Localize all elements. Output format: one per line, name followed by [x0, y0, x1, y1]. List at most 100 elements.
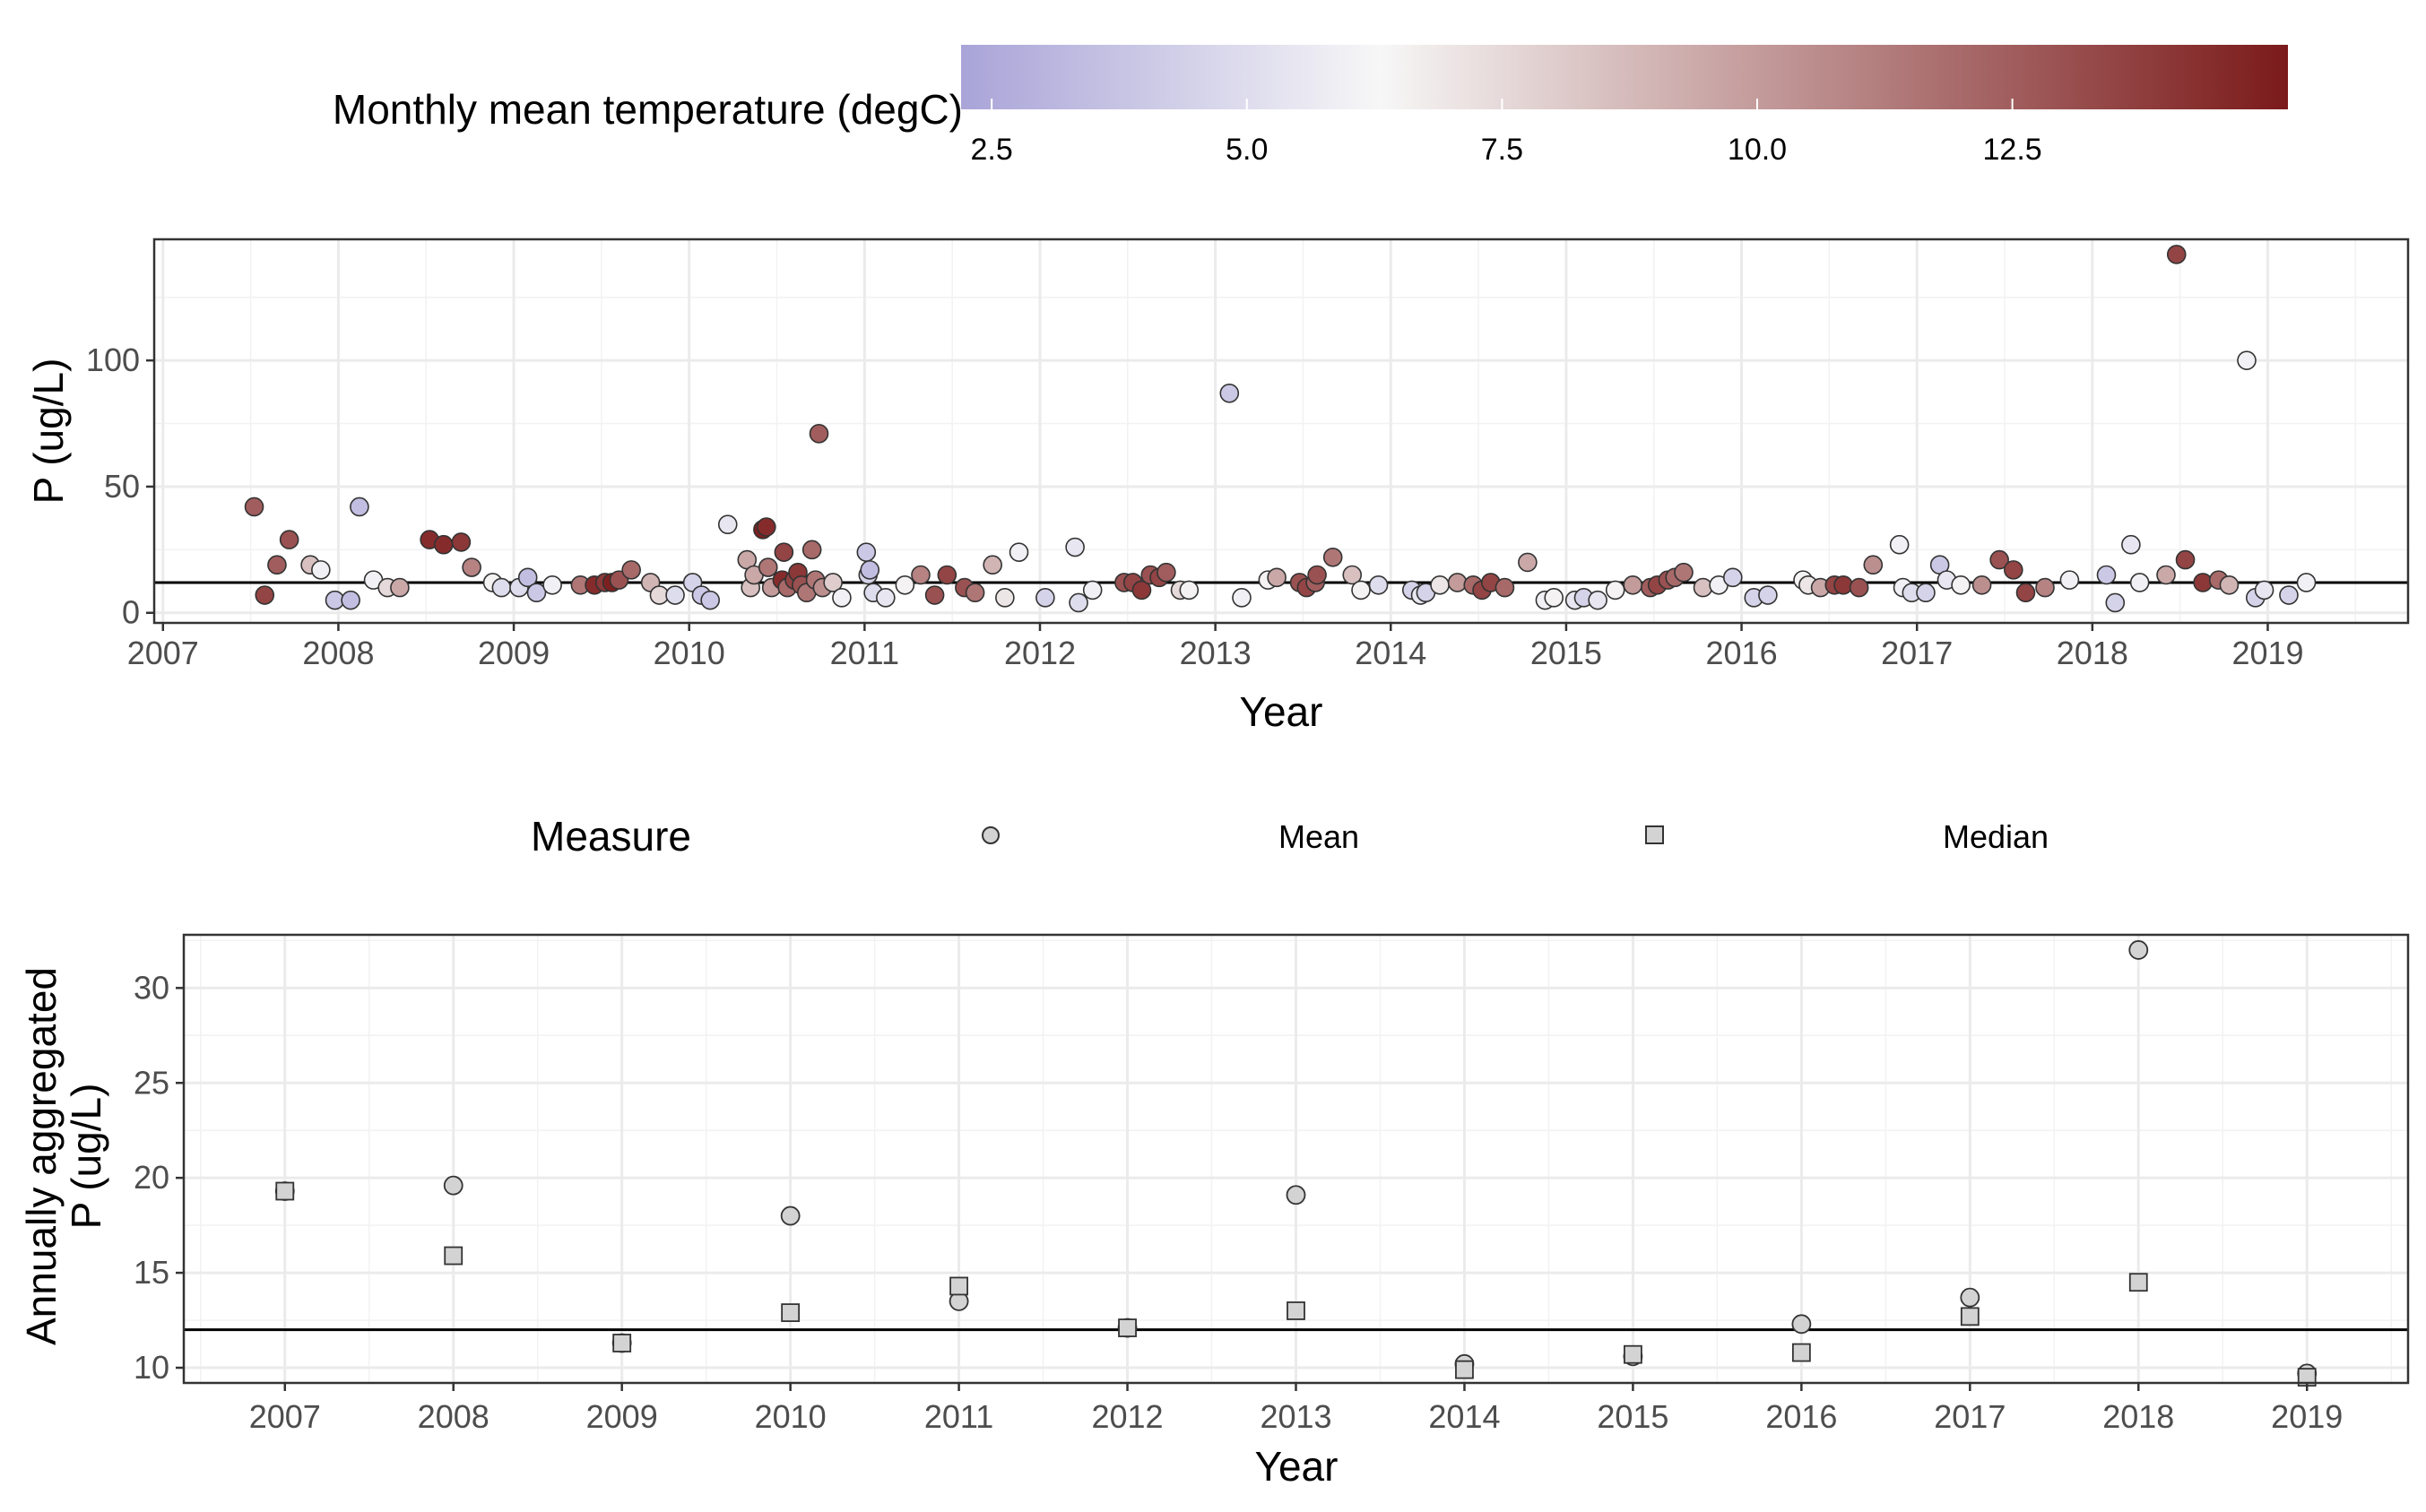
x-tick-label: 2013	[1180, 635, 1252, 671]
sample-point	[1724, 568, 1742, 586]
sample-point	[2106, 593, 2124, 611]
sample-point	[1370, 576, 1388, 594]
x-tick-label: 2009	[478, 635, 550, 671]
sample-point	[719, 515, 737, 533]
y-tick-label: 25	[134, 1064, 169, 1101]
colorbar-tick-label: 5.0	[1226, 133, 1268, 167]
sample-point	[896, 576, 914, 594]
x-tick-label: 2008	[302, 635, 374, 671]
sample-point	[1431, 576, 1449, 594]
sample-point	[1324, 549, 1342, 566]
sample-point	[758, 518, 775, 536]
sample-point	[1675, 564, 1693, 582]
sample-point	[463, 558, 481, 576]
sample-point	[2157, 566, 2175, 584]
sample-point	[1607, 581, 1625, 599]
sample-point	[1066, 539, 1084, 557]
sample-point	[2060, 571, 2078, 589]
sample-point	[1834, 576, 1852, 594]
measure-legend-title: Measure	[531, 813, 691, 860]
sample-point	[1694, 579, 1712, 597]
sample-point	[1036, 589, 1054, 607]
sample-point	[1495, 579, 1513, 597]
legend-median-label: Median	[1943, 818, 2049, 855]
sample-point	[342, 592, 360, 609]
sample-point	[759, 558, 777, 576]
sample-point	[622, 561, 640, 579]
sample-point	[2280, 586, 2298, 604]
median-point	[1456, 1361, 1473, 1378]
sample-point	[2256, 581, 2274, 599]
x-tick-label: 2010	[755, 1398, 827, 1435]
median-point	[950, 1277, 967, 1294]
sample-point	[996, 589, 1014, 607]
sample-point	[1268, 568, 1286, 586]
sample-point	[1545, 589, 1563, 607]
sample-point	[912, 566, 930, 584]
sample-point	[803, 540, 821, 558]
y-tick-label: 20	[134, 1159, 169, 1196]
x-tick-label: 2011	[830, 635, 899, 671]
sample-point	[938, 566, 956, 584]
sample-point	[833, 589, 851, 607]
sample-point	[1589, 592, 1607, 609]
color-legend: Monthly mean temperature (degC) 2.5 5.0 7.…	[333, 45, 2288, 167]
sample-point	[2194, 574, 2212, 592]
sample-point	[2122, 536, 2140, 554]
sample-point	[1519, 553, 1537, 571]
sample-point	[1973, 576, 1991, 594]
legend-median-key	[1646, 826, 1663, 843]
x-tick-label: 2015	[1597, 1398, 1668, 1435]
sample-point	[1952, 576, 1970, 594]
sample-point	[2238, 351, 2256, 369]
sample-point	[966, 583, 984, 601]
y-tick-label: 30	[134, 969, 169, 1006]
sample-point	[1449, 574, 1467, 592]
sample-point	[2131, 574, 2149, 592]
sample-point	[983, 556, 1001, 574]
y-tick-label: 10	[134, 1349, 169, 1386]
mean-point	[2129, 941, 2147, 959]
mean-point	[782, 1207, 800, 1225]
median-point	[1119, 1319, 1136, 1336]
x-tick-label: 2018	[2057, 635, 2128, 671]
top-y-axis-title: P (ug/L)	[25, 359, 72, 505]
y-tick-label: 50	[104, 468, 140, 505]
median-point	[1962, 1308, 1979, 1325]
sample-point	[492, 579, 510, 597]
sample-point	[775, 543, 793, 561]
sample-point	[1070, 593, 1087, 611]
colorbar-tick-label: 2.5	[971, 133, 1013, 167]
sample-point	[1220, 384, 1238, 402]
median-point	[2130, 1274, 2147, 1291]
sample-point	[857, 543, 875, 561]
sample-point	[810, 425, 827, 443]
colorbar-tick-label: 7.5	[1481, 133, 1523, 167]
x-tick-label: 2018	[2102, 1398, 2174, 1435]
sample-point	[452, 533, 470, 551]
mean-point	[1287, 1186, 1305, 1204]
sample-point	[1010, 543, 1028, 561]
sample-point	[877, 589, 895, 607]
sample-point	[1180, 581, 1198, 599]
x-tick-label: 2008	[418, 1398, 490, 1435]
x-tick-label: 2009	[586, 1398, 658, 1435]
median-point	[613, 1335, 630, 1352]
x-tick-label: 2014	[1355, 635, 1426, 671]
sample-point	[1864, 556, 1882, 574]
sample-point	[351, 497, 368, 515]
mean-point	[1792, 1315, 1810, 1333]
x-tick-label: 2016	[1706, 635, 1778, 671]
color-legend-title: Monthly mean temperature (degC)	[333, 86, 963, 133]
sample-point	[2097, 566, 2115, 584]
x-tick-label: 2012	[1091, 1398, 1163, 1435]
sample-point	[246, 497, 264, 515]
x-tick-label: 2019	[2271, 1398, 2343, 1435]
sample-point	[543, 576, 561, 594]
sample-point	[1850, 579, 1868, 597]
sample-point	[281, 531, 299, 549]
bottom-y-axis-title-line2: P (ug/L)	[63, 1084, 109, 1230]
sample-point	[2017, 583, 2035, 601]
sample-point	[926, 586, 944, 604]
